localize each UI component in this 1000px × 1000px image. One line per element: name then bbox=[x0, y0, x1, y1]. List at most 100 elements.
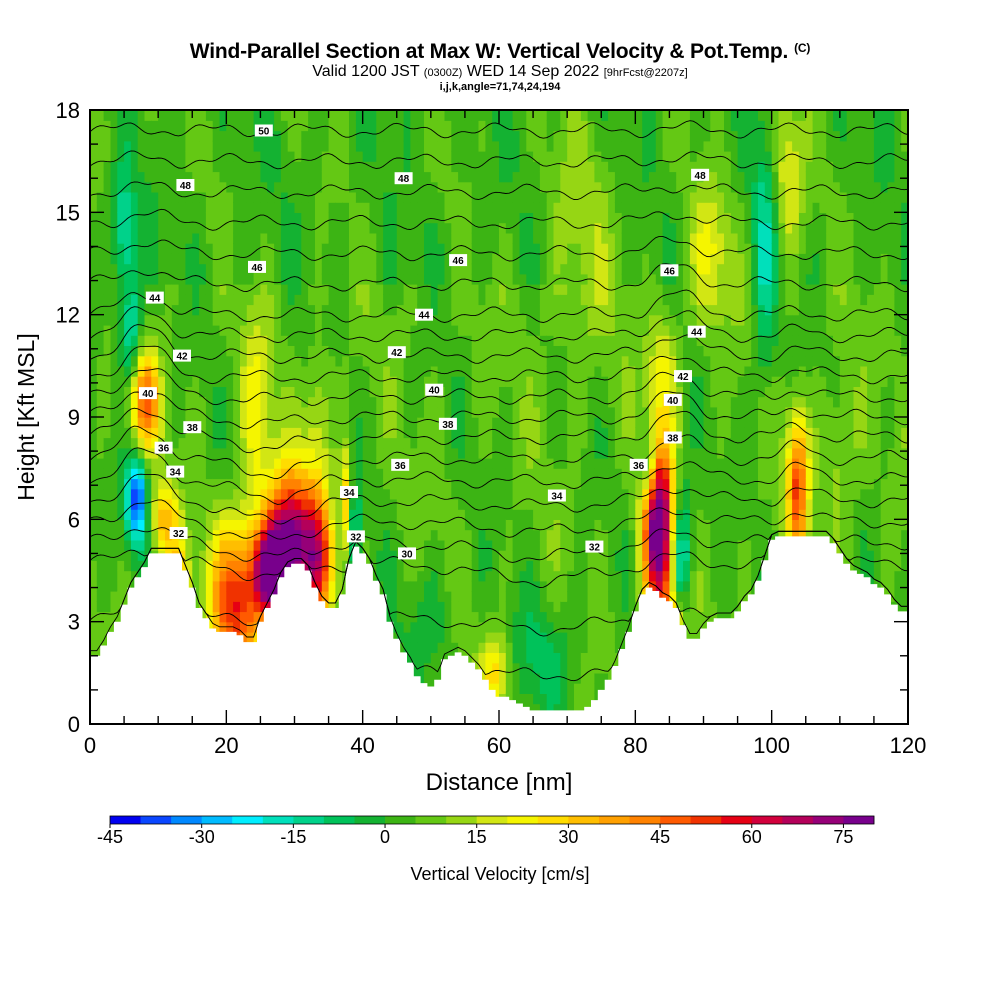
velocity-cell bbox=[424, 284, 432, 295]
velocity-cell bbox=[464, 488, 473, 500]
velocity-cell bbox=[117, 284, 125, 295]
velocity-cell bbox=[219, 386, 227, 398]
velocity-cell bbox=[342, 263, 350, 275]
velocity-cell bbox=[219, 130, 227, 142]
velocity-cell bbox=[519, 672, 527, 684]
velocity-cell bbox=[287, 488, 296, 500]
velocity-cell bbox=[96, 386, 105, 398]
velocity-cell bbox=[410, 580, 418, 592]
velocity-cell bbox=[574, 693, 582, 705]
velocity-cell bbox=[519, 447, 527, 459]
velocity-cell bbox=[608, 110, 616, 121]
velocity-cell bbox=[260, 284, 268, 295]
velocity-cell bbox=[253, 273, 262, 285]
velocity-cell bbox=[580, 591, 589, 602]
velocity-cell bbox=[260, 304, 268, 316]
velocity-cell bbox=[417, 263, 425, 275]
velocity-cell bbox=[424, 294, 432, 306]
velocity-cell bbox=[464, 222, 473, 234]
velocity-cell bbox=[315, 181, 323, 193]
velocity-cell bbox=[396, 560, 405, 572]
velocity-cell bbox=[253, 110, 262, 121]
velocity-cell bbox=[505, 488, 514, 500]
velocity-cell bbox=[451, 345, 459, 357]
velocity-cell bbox=[430, 202, 439, 213]
velocity-cell bbox=[185, 273, 193, 285]
velocity-cell bbox=[560, 498, 568, 510]
velocity-cell bbox=[512, 130, 521, 142]
velocity-cell bbox=[519, 335, 527, 346]
velocity-cell bbox=[608, 130, 616, 142]
velocity-cell bbox=[96, 345, 105, 357]
velocity-cell bbox=[349, 417, 357, 428]
velocity-cell bbox=[424, 468, 432, 480]
velocity-cell bbox=[383, 417, 391, 428]
velocity-cell bbox=[342, 509, 350, 520]
velocity-cell bbox=[185, 130, 193, 142]
velocity-cell bbox=[369, 161, 377, 173]
velocity-cell bbox=[103, 478, 112, 490]
velocity-cell bbox=[137, 171, 146, 183]
velocity-cell bbox=[328, 457, 337, 469]
velocity-cell bbox=[546, 427, 555, 439]
velocity-cell bbox=[321, 304, 330, 316]
velocity-cell bbox=[601, 294, 609, 306]
velocity-cell bbox=[499, 560, 507, 572]
velocity-cell bbox=[410, 437, 418, 449]
velocity-cell bbox=[594, 222, 602, 234]
velocity-cell bbox=[171, 294, 180, 306]
velocity-cell bbox=[437, 447, 446, 459]
velocity-cell bbox=[608, 304, 616, 316]
velocity-cell bbox=[492, 611, 500, 623]
velocity-cell bbox=[110, 417, 118, 428]
velocity-cell bbox=[308, 355, 316, 367]
velocity-cell bbox=[253, 396, 262, 408]
velocity-cell bbox=[178, 263, 187, 275]
velocity-cell bbox=[267, 498, 275, 510]
velocity-cell bbox=[253, 406, 262, 418]
velocity-cell bbox=[580, 386, 589, 398]
velocity-cell bbox=[464, 509, 473, 520]
velocity-cell bbox=[192, 386, 200, 398]
velocity-cell bbox=[580, 273, 589, 285]
velocity-cell bbox=[478, 294, 486, 306]
velocity-cell bbox=[117, 498, 125, 510]
velocity-cell bbox=[240, 631, 248, 643]
velocity-cell bbox=[580, 539, 589, 551]
velocity-cell bbox=[205, 386, 214, 398]
velocity-cell bbox=[349, 478, 357, 490]
velocity-cell bbox=[560, 560, 568, 572]
velocity-cell bbox=[396, 243, 405, 254]
velocity-cell bbox=[294, 284, 302, 295]
velocity-cell bbox=[403, 273, 412, 285]
velocity-cell bbox=[246, 468, 255, 480]
velocity-cell bbox=[117, 560, 125, 572]
velocity-cell bbox=[471, 488, 480, 500]
velocity-cell bbox=[137, 243, 146, 254]
velocity-cell bbox=[130, 519, 139, 531]
velocity-cell bbox=[546, 406, 555, 418]
velocity-cell bbox=[185, 539, 193, 551]
velocity-cell bbox=[478, 110, 486, 121]
velocity-cell bbox=[315, 345, 323, 357]
velocity-cell bbox=[212, 591, 221, 602]
velocity-cell bbox=[117, 365, 125, 377]
velocity-cell bbox=[328, 171, 337, 183]
velocity-cell bbox=[124, 161, 132, 173]
velocity-cell bbox=[137, 212, 146, 224]
velocity-cell bbox=[315, 120, 323, 132]
velocity-cell bbox=[485, 324, 493, 336]
velocity-cell bbox=[635, 529, 643, 541]
velocity-cell bbox=[267, 457, 275, 469]
velocity-cell bbox=[308, 232, 316, 244]
velocity-cell bbox=[103, 181, 112, 193]
velocity-cell bbox=[403, 243, 412, 254]
velocity-cell bbox=[280, 447, 289, 459]
velocity-cell bbox=[287, 427, 296, 439]
velocity-cell bbox=[233, 386, 241, 398]
velocity-cell bbox=[267, 314, 275, 326]
velocity-cell bbox=[226, 498, 234, 510]
velocity-cell bbox=[246, 324, 255, 336]
velocity-cell bbox=[151, 457, 159, 469]
velocity-cell bbox=[628, 396, 636, 408]
